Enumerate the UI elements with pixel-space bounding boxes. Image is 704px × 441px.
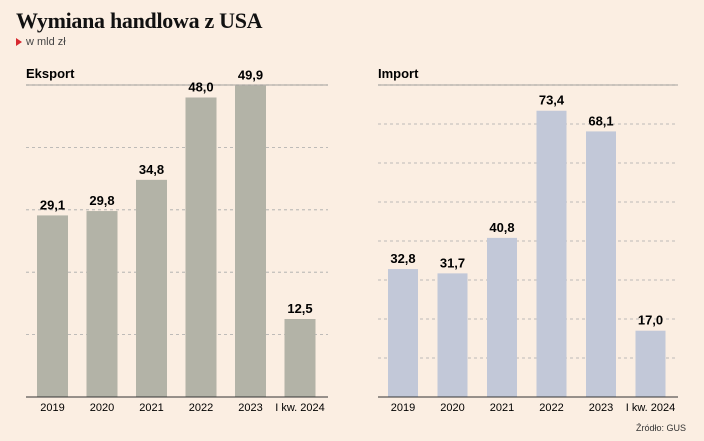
export-category-label: 2020 xyxy=(90,402,114,414)
export-panel-title: Eksport xyxy=(26,66,75,81)
import-value-label: 17,0 xyxy=(638,313,663,328)
export-bar xyxy=(185,97,217,397)
import-value-label: 68,1 xyxy=(588,113,613,128)
chart-subtitle: w mld zł xyxy=(16,36,66,48)
import-category-label: 2021 xyxy=(490,402,514,414)
export-bar xyxy=(284,319,316,397)
export-category-label: 2023 xyxy=(238,402,262,414)
unit-label: w mld zł xyxy=(26,36,66,48)
export-bar xyxy=(37,215,68,397)
export-value-label: 12,5 xyxy=(287,301,312,316)
source-note: Źródło: GUS xyxy=(635,423,686,433)
export-category-label: 2019 xyxy=(40,402,64,414)
export-value-label: 48,0 xyxy=(188,79,213,94)
import-category-label: I kw. 2024 xyxy=(626,402,676,414)
import-bar xyxy=(635,330,666,397)
red-triangle-icon xyxy=(16,38,22,46)
import-category-label: 2020 xyxy=(440,402,464,414)
chart-title: Wymiana handlowa z USA xyxy=(16,8,263,33)
export-value-label: 49,9 xyxy=(238,68,263,83)
import-category-label: 2022 xyxy=(539,402,563,414)
import-category-label: 2019 xyxy=(391,402,415,414)
export-category-label: I kw. 2024 xyxy=(275,402,325,414)
import-bar xyxy=(487,237,517,397)
import-bar xyxy=(536,110,567,398)
import-value-label: 31,7 xyxy=(440,255,465,270)
import-value-label: 32,8 xyxy=(390,251,415,266)
import-panel-title: Import xyxy=(378,66,419,81)
import-value-label: 40,8 xyxy=(489,220,514,235)
import-bar xyxy=(586,131,616,397)
export-value-label: 29,8 xyxy=(89,193,114,208)
import-value-label: 73,4 xyxy=(539,93,565,108)
export-value-label: 29,1 xyxy=(40,197,65,212)
import-bar xyxy=(437,273,468,397)
export-bar xyxy=(136,179,167,397)
export-category-label: 2022 xyxy=(189,402,213,414)
import-category-label: 2023 xyxy=(589,402,613,414)
export-bar xyxy=(235,85,266,398)
export-bar xyxy=(86,211,118,397)
export-category-label: 2021 xyxy=(139,402,163,414)
export-value-label: 34,8 xyxy=(139,162,164,177)
import-bar xyxy=(388,269,418,397)
